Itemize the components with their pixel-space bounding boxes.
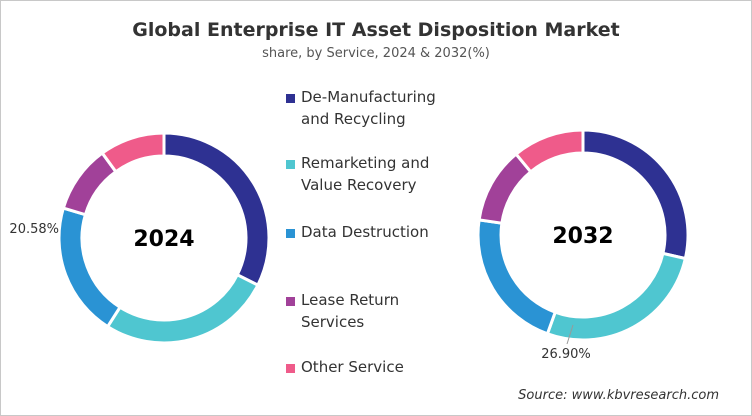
donut-slice: [545, 251, 688, 342]
data-label: 20.58%: [9, 222, 59, 237]
center-label: 2024: [133, 227, 194, 252]
legend-label: Lease Return Services: [301, 291, 400, 331]
label-leader-line: [566, 324, 574, 345]
legend-label: De-Manufacturing and Recycling: [301, 88, 436, 128]
donut-slice: [100, 131, 166, 174]
donut-slice: [57, 206, 123, 329]
legend-label: Other Service: [301, 358, 404, 376]
legend-swatch: [286, 297, 295, 306]
legend-swatch: [286, 160, 295, 169]
legend-swatch: [286, 364, 295, 373]
center-label: 2032: [552, 224, 613, 249]
data-label: 26.90%: [541, 347, 591, 362]
legend-label: Remarketing and Value Recovery: [301, 154, 430, 194]
legend-swatch: [286, 229, 295, 238]
chart-subtitle: share, by Service, 2024 & 2032(%): [262, 46, 490, 61]
legend-swatch: [286, 94, 295, 103]
donut-slice: [513, 128, 585, 174]
donut-slice: [162, 131, 271, 288]
legend-label: Data Destruction: [301, 223, 429, 241]
chart-title: Global Enterprise IT Asset Disposition M…: [132, 19, 620, 41]
source-note: Source: www.kbvresearch.com: [518, 388, 719, 403]
donut-slice: [105, 272, 260, 345]
